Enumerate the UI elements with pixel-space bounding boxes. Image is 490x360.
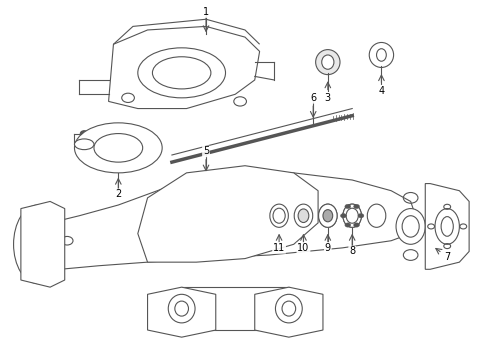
Text: 3: 3 — [325, 93, 331, 103]
Ellipse shape — [396, 208, 425, 244]
Ellipse shape — [14, 205, 62, 284]
Ellipse shape — [74, 139, 94, 150]
Polygon shape — [138, 166, 318, 262]
Ellipse shape — [441, 217, 453, 236]
Polygon shape — [21, 202, 65, 287]
Text: 5: 5 — [203, 147, 209, 157]
Ellipse shape — [24, 219, 52, 269]
Ellipse shape — [318, 204, 337, 227]
Ellipse shape — [402, 216, 419, 237]
Text: 4: 4 — [378, 86, 385, 96]
Polygon shape — [26, 173, 416, 269]
Circle shape — [354, 204, 360, 208]
Ellipse shape — [323, 210, 333, 222]
Text: 1: 1 — [203, 7, 209, 17]
Ellipse shape — [273, 208, 285, 223]
Text: 6: 6 — [310, 93, 316, 103]
Text: 8: 8 — [349, 247, 355, 256]
Text: 10: 10 — [297, 243, 310, 253]
Ellipse shape — [270, 204, 288, 227]
Ellipse shape — [343, 204, 362, 227]
Ellipse shape — [369, 42, 393, 67]
Ellipse shape — [168, 294, 195, 323]
Ellipse shape — [368, 204, 386, 227]
Ellipse shape — [322, 55, 334, 69]
Text: 2: 2 — [115, 189, 122, 199]
Ellipse shape — [94, 134, 143, 162]
Circle shape — [341, 213, 346, 218]
Ellipse shape — [175, 301, 189, 316]
Ellipse shape — [294, 204, 313, 227]
Text: 11: 11 — [273, 243, 285, 253]
Circle shape — [345, 223, 351, 227]
Ellipse shape — [298, 209, 309, 222]
Circle shape — [358, 213, 364, 218]
Ellipse shape — [282, 301, 295, 316]
Polygon shape — [425, 184, 469, 269]
Polygon shape — [255, 287, 323, 337]
Circle shape — [354, 223, 360, 227]
Ellipse shape — [376, 49, 386, 61]
Text: 7: 7 — [444, 252, 450, 262]
Text: 9: 9 — [325, 243, 331, 253]
Ellipse shape — [316, 50, 340, 75]
Ellipse shape — [74, 123, 162, 173]
Polygon shape — [147, 287, 216, 337]
Circle shape — [345, 204, 351, 208]
Ellipse shape — [318, 204, 337, 227]
Ellipse shape — [275, 294, 302, 323]
Ellipse shape — [346, 208, 358, 223]
Ellipse shape — [435, 208, 460, 244]
Ellipse shape — [343, 204, 362, 227]
Circle shape — [80, 131, 88, 136]
